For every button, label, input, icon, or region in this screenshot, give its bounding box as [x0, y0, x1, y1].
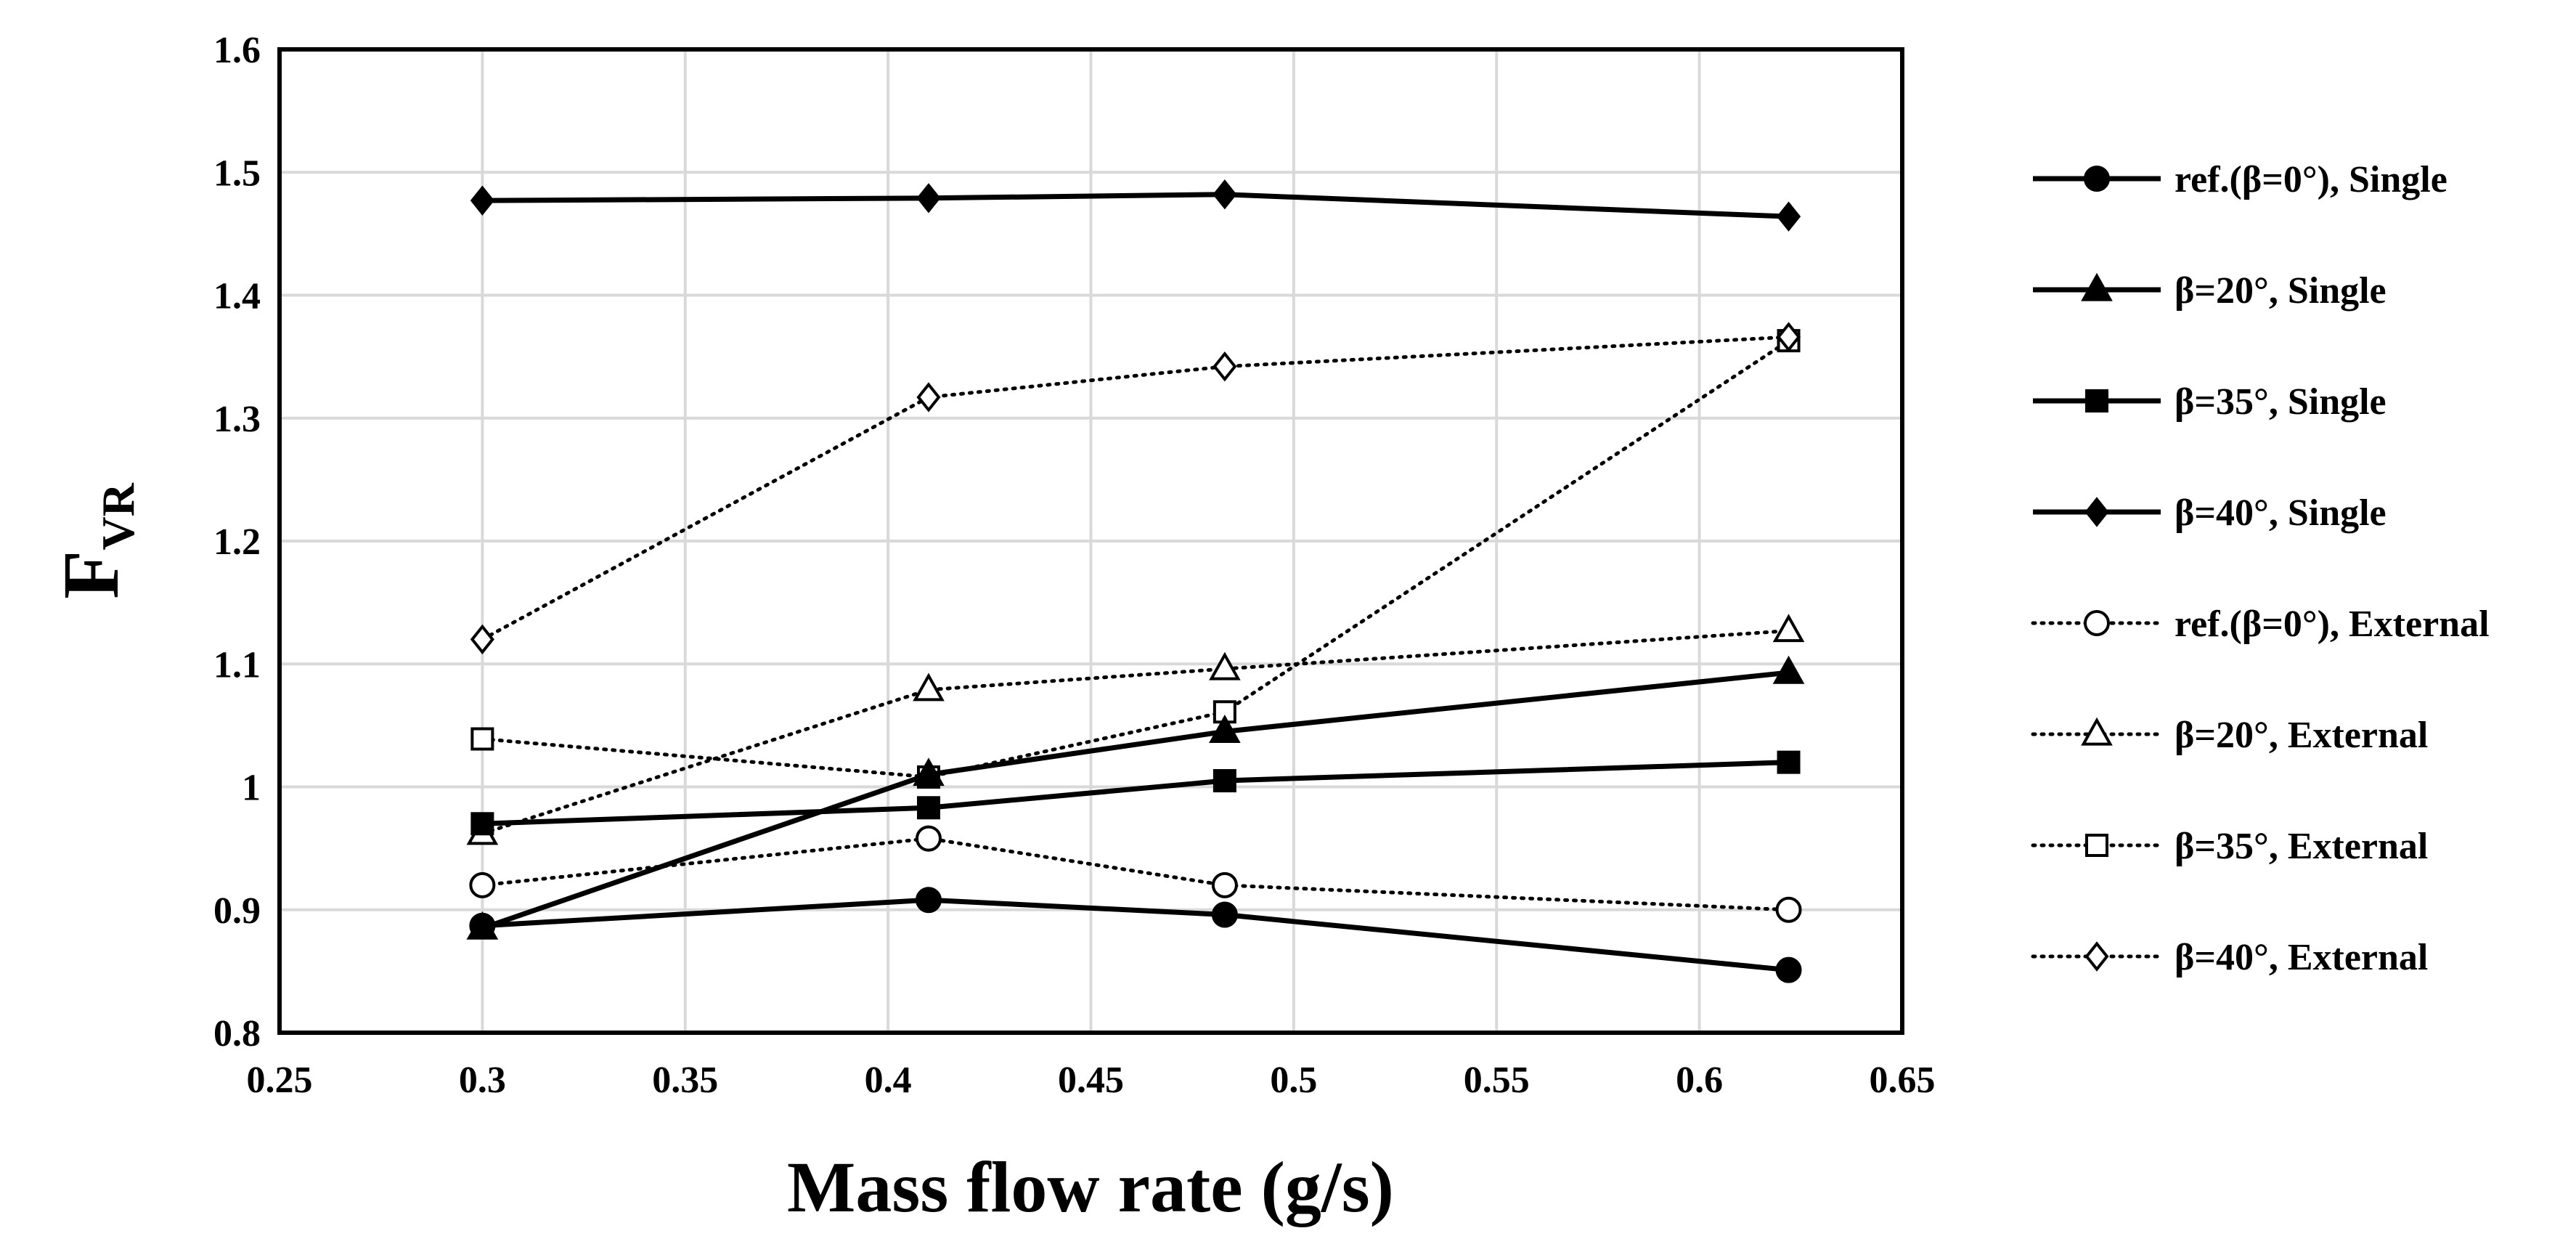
x-tick-label: 0.4: [865, 1060, 912, 1101]
data-point: [1776, 322, 1801, 352]
x-tick-label: 0.35: [652, 1060, 718, 1101]
x-tick-label: 0.65: [1870, 1060, 1936, 1101]
series-beta-20deg-single: [466, 655, 1805, 940]
legend-item-beta-20deg-external: β=20°, External: [2031, 715, 2428, 756]
legend-label: ref.(β=0°), External: [2174, 603, 2490, 645]
series-layer: [466, 179, 1805, 983]
x-axis-label: Mass flow rate (g/s): [787, 1147, 1394, 1227]
tick-labels: 0.25 0.3 0.35 0.4 0.45 0.5 0.55 0.6 0.65 0.8 0.9 1 1…: [213, 30, 1936, 1101]
legend-marker-swatch: [2084, 610, 2110, 636]
data-point: [1777, 750, 1801, 774]
data-point: [1775, 896, 1802, 923]
legend-marker-swatch: [2085, 389, 2108, 412]
legend-label: β=40°, External: [2174, 937, 2428, 978]
legend-marker-swatch: [2084, 166, 2110, 192]
data-point: [1776, 201, 1801, 232]
series-line: [481, 670, 1789, 931]
data-point: [1209, 651, 1241, 680]
x-tick-label: 0.6: [1676, 1060, 1723, 1101]
legend-item-beta-35deg-single: β=35°, Single: [2033, 381, 2387, 423]
series-ref-beta-0deg-external: [469, 825, 1802, 923]
x-tick-label: 0.45: [1058, 1060, 1124, 1101]
legend-marker-swatch: [2081, 272, 2113, 301]
data-point: [470, 727, 494, 751]
data-point: [1212, 351, 1237, 382]
y-tick-label: 1: [242, 768, 261, 809]
plot-frame: [277, 47, 1904, 1035]
data-point: [470, 185, 494, 216]
data-point: [917, 796, 940, 820]
series-line: [480, 837, 1791, 912]
svg-text:FVR: FVR: [46, 482, 144, 598]
data-point: [916, 183, 941, 214]
y-axis-label-sub: VR: [92, 482, 144, 550]
series-beta-20deg-external: [466, 614, 1805, 845]
x-tick-label: 0.3: [459, 1060, 506, 1101]
series-beta-35deg-external: [470, 329, 1801, 789]
legend-item-beta-20deg-single: β=20°, Single: [2033, 270, 2387, 312]
legend-label: ref.(β=0°), Single: [2174, 159, 2447, 200]
x-tick-label: 0.5: [1270, 1060, 1317, 1101]
y-tick-label: 1.6: [213, 30, 261, 71]
legend-label: β=35°, Single: [2174, 381, 2387, 423]
data-point: [916, 825, 942, 852]
series-line: [482, 897, 1789, 973]
legend-label: β=40°, Single: [2174, 492, 2387, 534]
data-point: [913, 672, 945, 702]
legend-item-beta-40deg-external: β=40°, External: [2031, 937, 2428, 978]
legend-item-beta-35deg-external: β=35°, External: [2031, 826, 2428, 867]
series-line: [482, 760, 1789, 826]
data-point: [913, 757, 945, 787]
y-tick-label: 0.9: [213, 890, 261, 932]
legend-marker-swatch: [2084, 497, 2109, 527]
y-tick-label: 1.3: [213, 399, 261, 440]
data-point: [1211, 901, 1238, 928]
series-line: [480, 335, 1791, 641]
series-beta-40deg-single: [470, 179, 1801, 232]
series-line: [480, 629, 1791, 836]
series-beta-40deg-external: [470, 322, 1801, 655]
y-tick-label: 1.1: [213, 644, 261, 686]
y-tick-label: 1.4: [213, 276, 261, 317]
data-point: [916, 382, 941, 412]
legend-item-ref-beta-0deg-external: ref.(β=0°), External: [2031, 603, 2490, 645]
data-point: [1211, 871, 1238, 898]
legend-label: β=20°, Single: [2174, 270, 2387, 312]
data-point: [1209, 715, 1241, 743]
data-point: [1772, 614, 1805, 643]
x-tick-label: 0.55: [1464, 1060, 1530, 1101]
legend-marker-swatch: [2084, 941, 2109, 972]
y-axis-label-main: F: [46, 550, 135, 599]
data-point: [470, 624, 494, 655]
y-axis-label: FVR: [46, 482, 144, 598]
legend-label: β=20°, External: [2174, 715, 2428, 756]
data-point: [466, 911, 499, 940]
data-point: [470, 812, 494, 836]
data-point: [1212, 769, 1236, 793]
legend-marker-swatch: [2081, 717, 2113, 746]
data-point: [469, 871, 496, 898]
legend-marker-swatch: [2085, 834, 2108, 857]
legend-item-beta-40deg-single: β=40°, Single: [2033, 492, 2387, 534]
series-line: [482, 192, 1789, 219]
data-point: [916, 887, 942, 914]
data-point: [1772, 655, 1805, 684]
x-tick-label: 0.25: [247, 1060, 313, 1101]
series-line: [480, 338, 1791, 779]
series-beta-35deg-single: [470, 750, 1801, 836]
y-tick-label: 1.2: [213, 521, 261, 563]
legend: ref.(β=0°), Single β=20°, Single β=35°, Si…: [2031, 159, 2490, 978]
data-point: [1775, 956, 1802, 983]
legend-item-ref-beta-0deg-single: ref.(β=0°), Single: [2033, 159, 2447, 200]
legend-label: β=35°, External: [2174, 826, 2428, 867]
data-point: [1212, 179, 1237, 210]
y-tick-label: 1.5: [213, 153, 261, 194]
y-tick-label: 0.8: [213, 1013, 261, 1054]
